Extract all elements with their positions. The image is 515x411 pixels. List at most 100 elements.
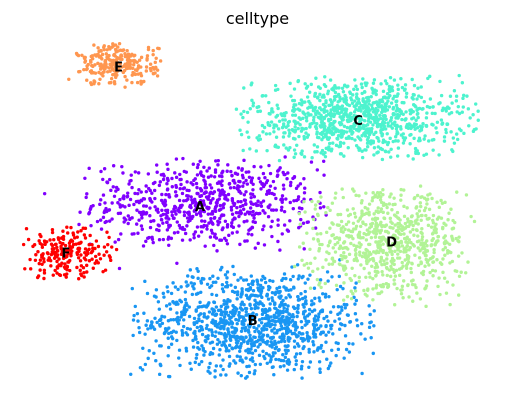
data-point-C <box>350 132 354 136</box>
data-point-D <box>457 239 461 244</box>
data-point-A <box>176 230 180 234</box>
data-point-B <box>197 305 202 309</box>
data-point-F <box>85 263 89 268</box>
data-point-C <box>452 141 457 145</box>
data-point-A <box>318 206 323 210</box>
data-point-E <box>98 77 102 82</box>
data-point-C <box>284 111 288 115</box>
data-point-D <box>373 193 378 197</box>
data-point-F <box>101 269 105 274</box>
data-point-B <box>268 324 272 329</box>
data-point-E <box>106 70 110 74</box>
data-point-C <box>382 115 386 119</box>
data-point-D <box>374 223 378 227</box>
data-point-A <box>107 177 112 182</box>
data-point-E <box>89 59 93 64</box>
data-point-B <box>353 302 357 306</box>
data-point-A <box>217 174 222 178</box>
data-point-D <box>364 211 369 216</box>
data-point-C <box>275 103 279 107</box>
data-point-B <box>292 339 297 343</box>
data-point-D <box>436 234 441 239</box>
data-point-B <box>212 300 216 304</box>
data-point-D <box>384 202 388 207</box>
data-point-A <box>141 244 146 248</box>
data-point-D <box>393 202 397 207</box>
data-point-A <box>153 205 157 209</box>
data-point-D <box>319 195 323 199</box>
data-point-F <box>85 270 89 274</box>
data-point-C <box>332 114 336 119</box>
data-point-D <box>346 228 351 232</box>
data-point-F <box>38 268 42 272</box>
data-point-C <box>367 132 372 137</box>
data-point-F <box>55 271 59 275</box>
data-point-A <box>195 173 200 177</box>
data-point-D <box>330 221 334 225</box>
data-point-C <box>353 138 357 142</box>
data-point-C <box>352 122 357 126</box>
data-point-B <box>231 303 235 308</box>
data-point-B <box>218 308 223 312</box>
data-point-B <box>284 351 288 356</box>
data-point-C <box>415 126 420 130</box>
data-point-A <box>42 191 47 196</box>
data-point-C <box>322 115 326 120</box>
data-point-E <box>100 57 104 61</box>
data-point-B <box>292 286 296 290</box>
data-point-D <box>315 212 320 217</box>
data-point-B <box>226 327 230 331</box>
data-point-A <box>271 179 276 184</box>
data-point-B <box>295 342 300 346</box>
data-point-A <box>141 210 146 214</box>
data-point-C <box>444 127 448 132</box>
data-point-D <box>407 238 411 242</box>
data-point-B <box>312 350 316 354</box>
data-point-C <box>353 78 357 82</box>
data-point-B <box>318 299 322 303</box>
data-point-B <box>201 346 205 351</box>
data-point-C <box>406 154 410 158</box>
data-point-B <box>343 306 347 310</box>
data-point-C <box>353 117 357 122</box>
data-point-B <box>318 278 323 282</box>
data-point-E <box>137 58 142 62</box>
data-point-E <box>89 81 93 85</box>
data-point-C <box>318 98 322 103</box>
data-point-B <box>190 292 195 297</box>
data-point-A <box>269 208 274 212</box>
data-point-C <box>467 124 471 128</box>
data-point-D <box>397 221 402 226</box>
data-point-C <box>421 122 425 126</box>
data-point-F <box>42 239 47 243</box>
data-point-A <box>165 188 170 192</box>
data-point-C <box>442 135 447 139</box>
data-point-A <box>166 178 170 182</box>
data-point-A <box>88 207 92 212</box>
data-point-B <box>250 344 254 348</box>
data-point-D <box>446 251 450 255</box>
data-point-D <box>366 254 370 259</box>
data-point-E <box>126 64 130 68</box>
data-point-B <box>208 276 212 281</box>
data-point-A <box>232 178 236 183</box>
data-point-F <box>107 254 112 258</box>
data-point-C <box>438 79 442 84</box>
data-point-B <box>306 277 310 281</box>
data-point-B <box>157 307 162 311</box>
data-point-A <box>207 221 211 225</box>
data-point-D <box>342 281 346 285</box>
data-point-B <box>299 336 303 341</box>
data-point-C <box>272 126 276 130</box>
data-point-B <box>278 296 282 300</box>
data-point-B <box>146 356 150 361</box>
data-point-A <box>188 238 192 242</box>
data-point-F <box>104 250 109 254</box>
data-point-C <box>386 99 390 103</box>
data-point-A <box>194 204 199 208</box>
data-point-C <box>301 116 305 121</box>
data-point-A <box>184 198 188 203</box>
data-point-D <box>354 193 358 198</box>
data-point-E <box>153 60 157 65</box>
data-point-D <box>408 230 413 234</box>
